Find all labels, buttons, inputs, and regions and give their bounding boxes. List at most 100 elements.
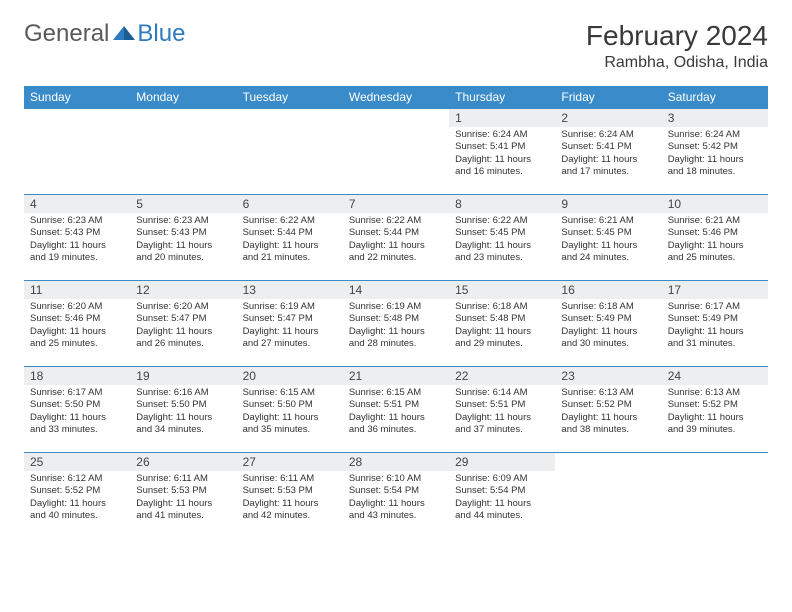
sunrise-line: Sunrise: 6:20 AM bbox=[136, 301, 230, 313]
sunset-label: Sunset: bbox=[668, 313, 700, 324]
sunrise-label: Sunrise: bbox=[136, 301, 171, 312]
daylight-line: Daylight: 11 hours and 24 minutes. bbox=[561, 240, 655, 265]
sunrise-value: 6:13 AM bbox=[705, 387, 740, 398]
daylight-label: Daylight: bbox=[349, 498, 386, 509]
calendar-cell: 7Sunrise: 6:22 AMSunset: 5:44 PMDaylight… bbox=[343, 195, 449, 281]
sunrise-label: Sunrise: bbox=[30, 473, 65, 484]
sunset-label: Sunset: bbox=[136, 399, 168, 410]
sunset-line: Sunset: 5:52 PM bbox=[668, 399, 762, 411]
sunrise-value: 6:16 AM bbox=[174, 387, 209, 398]
day-number: 11 bbox=[24, 281, 130, 299]
sunset-label: Sunset: bbox=[561, 141, 593, 152]
sunrise-value: 6:24 AM bbox=[493, 129, 528, 140]
sunrise-line: Sunrise: 6:14 AM bbox=[455, 387, 549, 399]
sunrise-value: 6:21 AM bbox=[599, 215, 634, 226]
sunrise-value: 6:20 AM bbox=[174, 301, 209, 312]
day-number: 8 bbox=[449, 195, 555, 213]
sunset-label: Sunset: bbox=[455, 399, 487, 410]
daylight-line: Daylight: 11 hours and 18 minutes. bbox=[668, 154, 762, 179]
day-number: 12 bbox=[130, 281, 236, 299]
sunset-line: Sunset: 5:49 PM bbox=[561, 313, 655, 325]
daylight-line: Daylight: 11 hours and 40 minutes. bbox=[30, 498, 124, 523]
sunset-value: 5:46 PM bbox=[65, 313, 100, 324]
sunset-label: Sunset: bbox=[30, 313, 62, 324]
sunset-label: Sunset: bbox=[136, 227, 168, 238]
sunrise-label: Sunrise: bbox=[349, 215, 384, 226]
day-content: Sunrise: 6:24 AMSunset: 5:41 PMDaylight:… bbox=[555, 127, 661, 182]
day-content: Sunrise: 6:24 AMSunset: 5:41 PMDaylight:… bbox=[449, 127, 555, 182]
day-content: Sunrise: 6:21 AMSunset: 5:46 PMDaylight:… bbox=[662, 213, 768, 268]
sunrise-value: 6:15 AM bbox=[280, 387, 315, 398]
calendar-cell: 23Sunrise: 6:13 AMSunset: 5:52 PMDayligh… bbox=[555, 367, 661, 453]
sunset-label: Sunset: bbox=[561, 313, 593, 324]
sunrise-value: 6:24 AM bbox=[599, 129, 634, 140]
sunrise-label: Sunrise: bbox=[243, 301, 278, 312]
sunrise-value: 6:15 AM bbox=[386, 387, 421, 398]
daylight-line: Daylight: 11 hours and 16 minutes. bbox=[455, 154, 549, 179]
day-number: 22 bbox=[449, 367, 555, 385]
calendar-cell bbox=[237, 109, 343, 195]
daylight-label: Daylight: bbox=[561, 326, 598, 337]
calendar-cell: 29Sunrise: 6:09 AMSunset: 5:54 PMDayligh… bbox=[449, 453, 555, 539]
sunset-label: Sunset: bbox=[668, 399, 700, 410]
calendar-row: 18Sunrise: 6:17 AMSunset: 5:50 PMDayligh… bbox=[24, 367, 768, 453]
sunset-label: Sunset: bbox=[455, 141, 487, 152]
sunset-value: 5:52 PM bbox=[65, 485, 100, 496]
daylight-line: Daylight: 11 hours and 35 minutes. bbox=[243, 412, 337, 437]
day-content: Sunrise: 6:09 AMSunset: 5:54 PMDaylight:… bbox=[449, 471, 555, 526]
day-header: Wednesday bbox=[343, 86, 449, 109]
sunset-line: Sunset: 5:50 PM bbox=[243, 399, 337, 411]
sunset-value: 5:44 PM bbox=[384, 227, 419, 238]
daylight-label: Daylight: bbox=[243, 326, 280, 337]
day-content: Sunrise: 6:13 AMSunset: 5:52 PMDaylight:… bbox=[662, 385, 768, 440]
sunset-line: Sunset: 5:41 PM bbox=[455, 141, 549, 153]
calendar-body: 1Sunrise: 6:24 AMSunset: 5:41 PMDaylight… bbox=[24, 109, 768, 539]
day-content: Sunrise: 6:17 AMSunset: 5:49 PMDaylight:… bbox=[662, 299, 768, 354]
calendar-cell: 19Sunrise: 6:16 AMSunset: 5:50 PMDayligh… bbox=[130, 367, 236, 453]
day-content: Sunrise: 6:23 AMSunset: 5:43 PMDaylight:… bbox=[130, 213, 236, 268]
sunrise-value: 6:17 AM bbox=[705, 301, 740, 312]
sunrise-line: Sunrise: 6:11 AM bbox=[243, 473, 337, 485]
sunrise-label: Sunrise: bbox=[243, 215, 278, 226]
daylight-label: Daylight: bbox=[30, 412, 67, 423]
daylight-line: Daylight: 11 hours and 43 minutes. bbox=[349, 498, 443, 523]
daylight-label: Daylight: bbox=[349, 240, 386, 251]
sunrise-line: Sunrise: 6:18 AM bbox=[455, 301, 549, 313]
calendar-table: SundayMondayTuesdayWednesdayThursdayFrid… bbox=[24, 86, 768, 539]
sunset-label: Sunset: bbox=[243, 227, 275, 238]
sunrise-line: Sunrise: 6:22 AM bbox=[349, 215, 443, 227]
daylight-line: Daylight: 11 hours and 33 minutes. bbox=[30, 412, 124, 437]
sunrise-line: Sunrise: 6:12 AM bbox=[30, 473, 124, 485]
sunset-line: Sunset: 5:43 PM bbox=[136, 227, 230, 239]
day-content: Sunrise: 6:22 AMSunset: 5:44 PMDaylight:… bbox=[237, 213, 343, 268]
sunrise-label: Sunrise: bbox=[668, 129, 703, 140]
day-header: Saturday bbox=[662, 86, 768, 109]
sunset-line: Sunset: 5:53 PM bbox=[136, 485, 230, 497]
sunrise-label: Sunrise: bbox=[561, 301, 596, 312]
sunset-line: Sunset: 5:45 PM bbox=[455, 227, 549, 239]
sunset-label: Sunset: bbox=[561, 227, 593, 238]
sunset-value: 5:47 PM bbox=[277, 313, 312, 324]
sunset-value: 5:54 PM bbox=[490, 485, 525, 496]
daylight-label: Daylight: bbox=[243, 240, 280, 251]
sunset-value: 5:43 PM bbox=[65, 227, 100, 238]
sunrise-line: Sunrise: 6:17 AM bbox=[668, 301, 762, 313]
day-header-row: SundayMondayTuesdayWednesdayThursdayFrid… bbox=[24, 86, 768, 109]
day-number: 16 bbox=[555, 281, 661, 299]
calendar-cell: 11Sunrise: 6:20 AMSunset: 5:46 PMDayligh… bbox=[24, 281, 130, 367]
daylight-line: Daylight: 11 hours and 42 minutes. bbox=[243, 498, 337, 523]
sunrise-value: 6:22 AM bbox=[386, 215, 421, 226]
sunrise-line: Sunrise: 6:19 AM bbox=[243, 301, 337, 313]
sunrise-value: 6:23 AM bbox=[174, 215, 209, 226]
day-content: Sunrise: 6:14 AMSunset: 5:51 PMDaylight:… bbox=[449, 385, 555, 440]
day-number: 3 bbox=[662, 109, 768, 127]
calendar-cell: 8Sunrise: 6:22 AMSunset: 5:45 PMDaylight… bbox=[449, 195, 555, 281]
sunrise-line: Sunrise: 6:15 AM bbox=[349, 387, 443, 399]
day-content: Sunrise: 6:16 AMSunset: 5:50 PMDaylight:… bbox=[130, 385, 236, 440]
sunset-value: 5:50 PM bbox=[65, 399, 100, 410]
day-header: Sunday bbox=[24, 86, 130, 109]
day-content: Sunrise: 6:20 AMSunset: 5:47 PMDaylight:… bbox=[130, 299, 236, 354]
sunrise-label: Sunrise: bbox=[136, 215, 171, 226]
day-number: 9 bbox=[555, 195, 661, 213]
daylight-label: Daylight: bbox=[136, 326, 173, 337]
